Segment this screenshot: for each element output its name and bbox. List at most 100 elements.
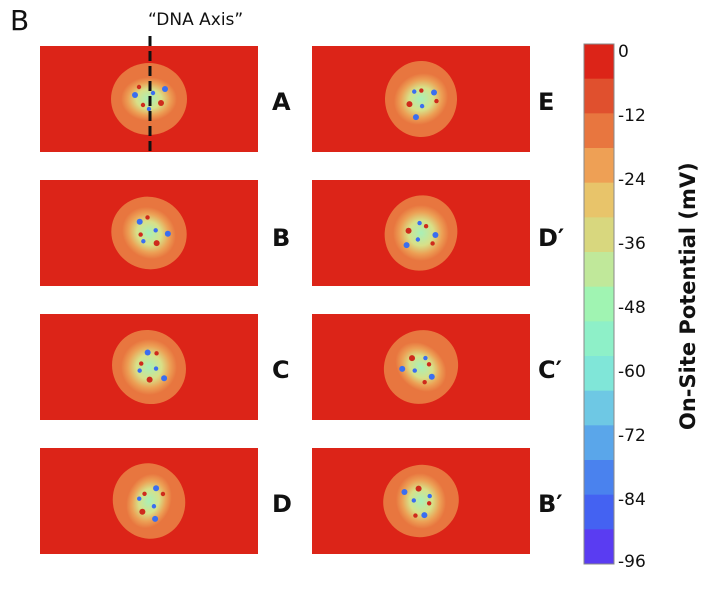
- potential-spot: [150, 90, 156, 96]
- potential-spot: [399, 365, 406, 372]
- potential-spot: [430, 241, 435, 246]
- panel-C-prime: [312, 314, 530, 420]
- potential-spot: [412, 89, 417, 94]
- potential-spot: [140, 102, 146, 108]
- potential-spot: [426, 362, 432, 367]
- potential-spot: [411, 498, 417, 503]
- colorbar-segment: [584, 252, 614, 288]
- potential-spot: [138, 232, 143, 237]
- potential-spot: [426, 501, 432, 506]
- potential-spot: [412, 114, 419, 121]
- potential-spot: [419, 103, 425, 109]
- potential-spot: [146, 106, 152, 112]
- panel-D-prime: [312, 180, 530, 286]
- panel-E: [312, 46, 530, 152]
- potential-spot: [419, 88, 424, 93]
- colorbar-segment: [584, 460, 614, 496]
- potential-spot: [132, 92, 138, 98]
- potential-spot: [139, 361, 144, 366]
- potential-spot: [152, 515, 159, 522]
- colorbar: [583, 43, 615, 565]
- colorbar-segment: [584, 321, 614, 357]
- potential-spot: [412, 368, 417, 373]
- potential-core: [122, 206, 176, 260]
- tick-7: -84: [618, 490, 646, 510]
- colorbar-segment: [584, 494, 614, 530]
- panel-D: [40, 448, 258, 554]
- colorbar-segment: [584, 217, 614, 253]
- potential-spot: [139, 508, 146, 515]
- colorbar-segment: [584, 148, 614, 184]
- potential-spot: [413, 513, 418, 518]
- potential-spot: [153, 485, 160, 492]
- left-label-0: A: [272, 88, 291, 116]
- colorbar-segment: [584, 390, 614, 426]
- potential-spot: [423, 224, 429, 229]
- panel-B-prime: [312, 448, 530, 554]
- colorbar-segment: [584, 44, 614, 80]
- potential-spot: [158, 100, 164, 106]
- right-label-3: B′: [538, 490, 563, 518]
- potential-spot: [421, 512, 428, 519]
- tick-2: -24: [618, 170, 646, 190]
- colorbar-border: [583, 43, 615, 565]
- potential-spot: [160, 491, 166, 497]
- potential-spot: [401, 488, 408, 495]
- potential-spot: [151, 504, 157, 509]
- potential-spot: [423, 355, 428, 361]
- potential-spot: [415, 485, 422, 492]
- colorbar-segment: [584, 286, 614, 322]
- panel-B: [40, 180, 258, 286]
- potential-spot: [405, 227, 412, 234]
- potential-spot: [431, 89, 438, 96]
- potential-spot: [153, 366, 159, 371]
- potential-spot: [417, 220, 422, 226]
- potential-spot: [137, 368, 142, 373]
- potential-spot: [428, 373, 435, 380]
- potential-spot: [162, 86, 168, 92]
- right-label-0: E: [538, 88, 555, 116]
- potential-spot: [142, 491, 147, 496]
- potential-spot: [406, 101, 413, 108]
- colorbar-title: On-Site Potential (mV): [676, 162, 700, 430]
- potential-core: [393, 73, 449, 125]
- tick-3: -36: [618, 234, 646, 254]
- colorbar-segment: [584, 425, 614, 461]
- potential-spot: [144, 349, 151, 356]
- potential-spot: [432, 231, 439, 238]
- potential-spot: [161, 375, 168, 382]
- right-label-2: C′: [538, 356, 562, 384]
- colorbar-segment: [584, 529, 614, 565]
- colorbar-segment: [584, 356, 614, 392]
- tick-0: 0: [618, 42, 629, 62]
- potential-core: [395, 473, 447, 529]
- potential-spot: [415, 237, 421, 242]
- tick-4: -48: [618, 298, 646, 318]
- potential-spot: [141, 239, 146, 244]
- panel-label: B: [10, 4, 30, 37]
- dna-axis-label: “DNA Axis”: [148, 10, 244, 30]
- potential-spot: [434, 98, 439, 104]
- potential-core: [395, 342, 447, 392]
- left-label-1: B: [272, 224, 291, 252]
- potential-spot: [145, 215, 150, 220]
- tick-6: -72: [618, 426, 646, 446]
- colorbar-segment: [584, 113, 614, 149]
- left-label-3: D: [272, 490, 292, 518]
- potential-spot: [427, 493, 432, 499]
- colorbar-segment: [584, 182, 614, 218]
- tick-1: -12: [618, 106, 646, 126]
- potential-spot: [136, 84, 142, 90]
- potential-spot: [164, 230, 171, 237]
- potential-spot: [137, 496, 142, 501]
- potential-spot: [422, 379, 427, 385]
- right-label-1: D′: [538, 224, 565, 252]
- potential-spot: [153, 228, 158, 233]
- potential-spot: [153, 240, 160, 247]
- potential-spot: [403, 242, 410, 249]
- potential-spot: [136, 218, 143, 225]
- tick-8: -96: [618, 552, 646, 572]
- colorbar-segment: [584, 78, 614, 114]
